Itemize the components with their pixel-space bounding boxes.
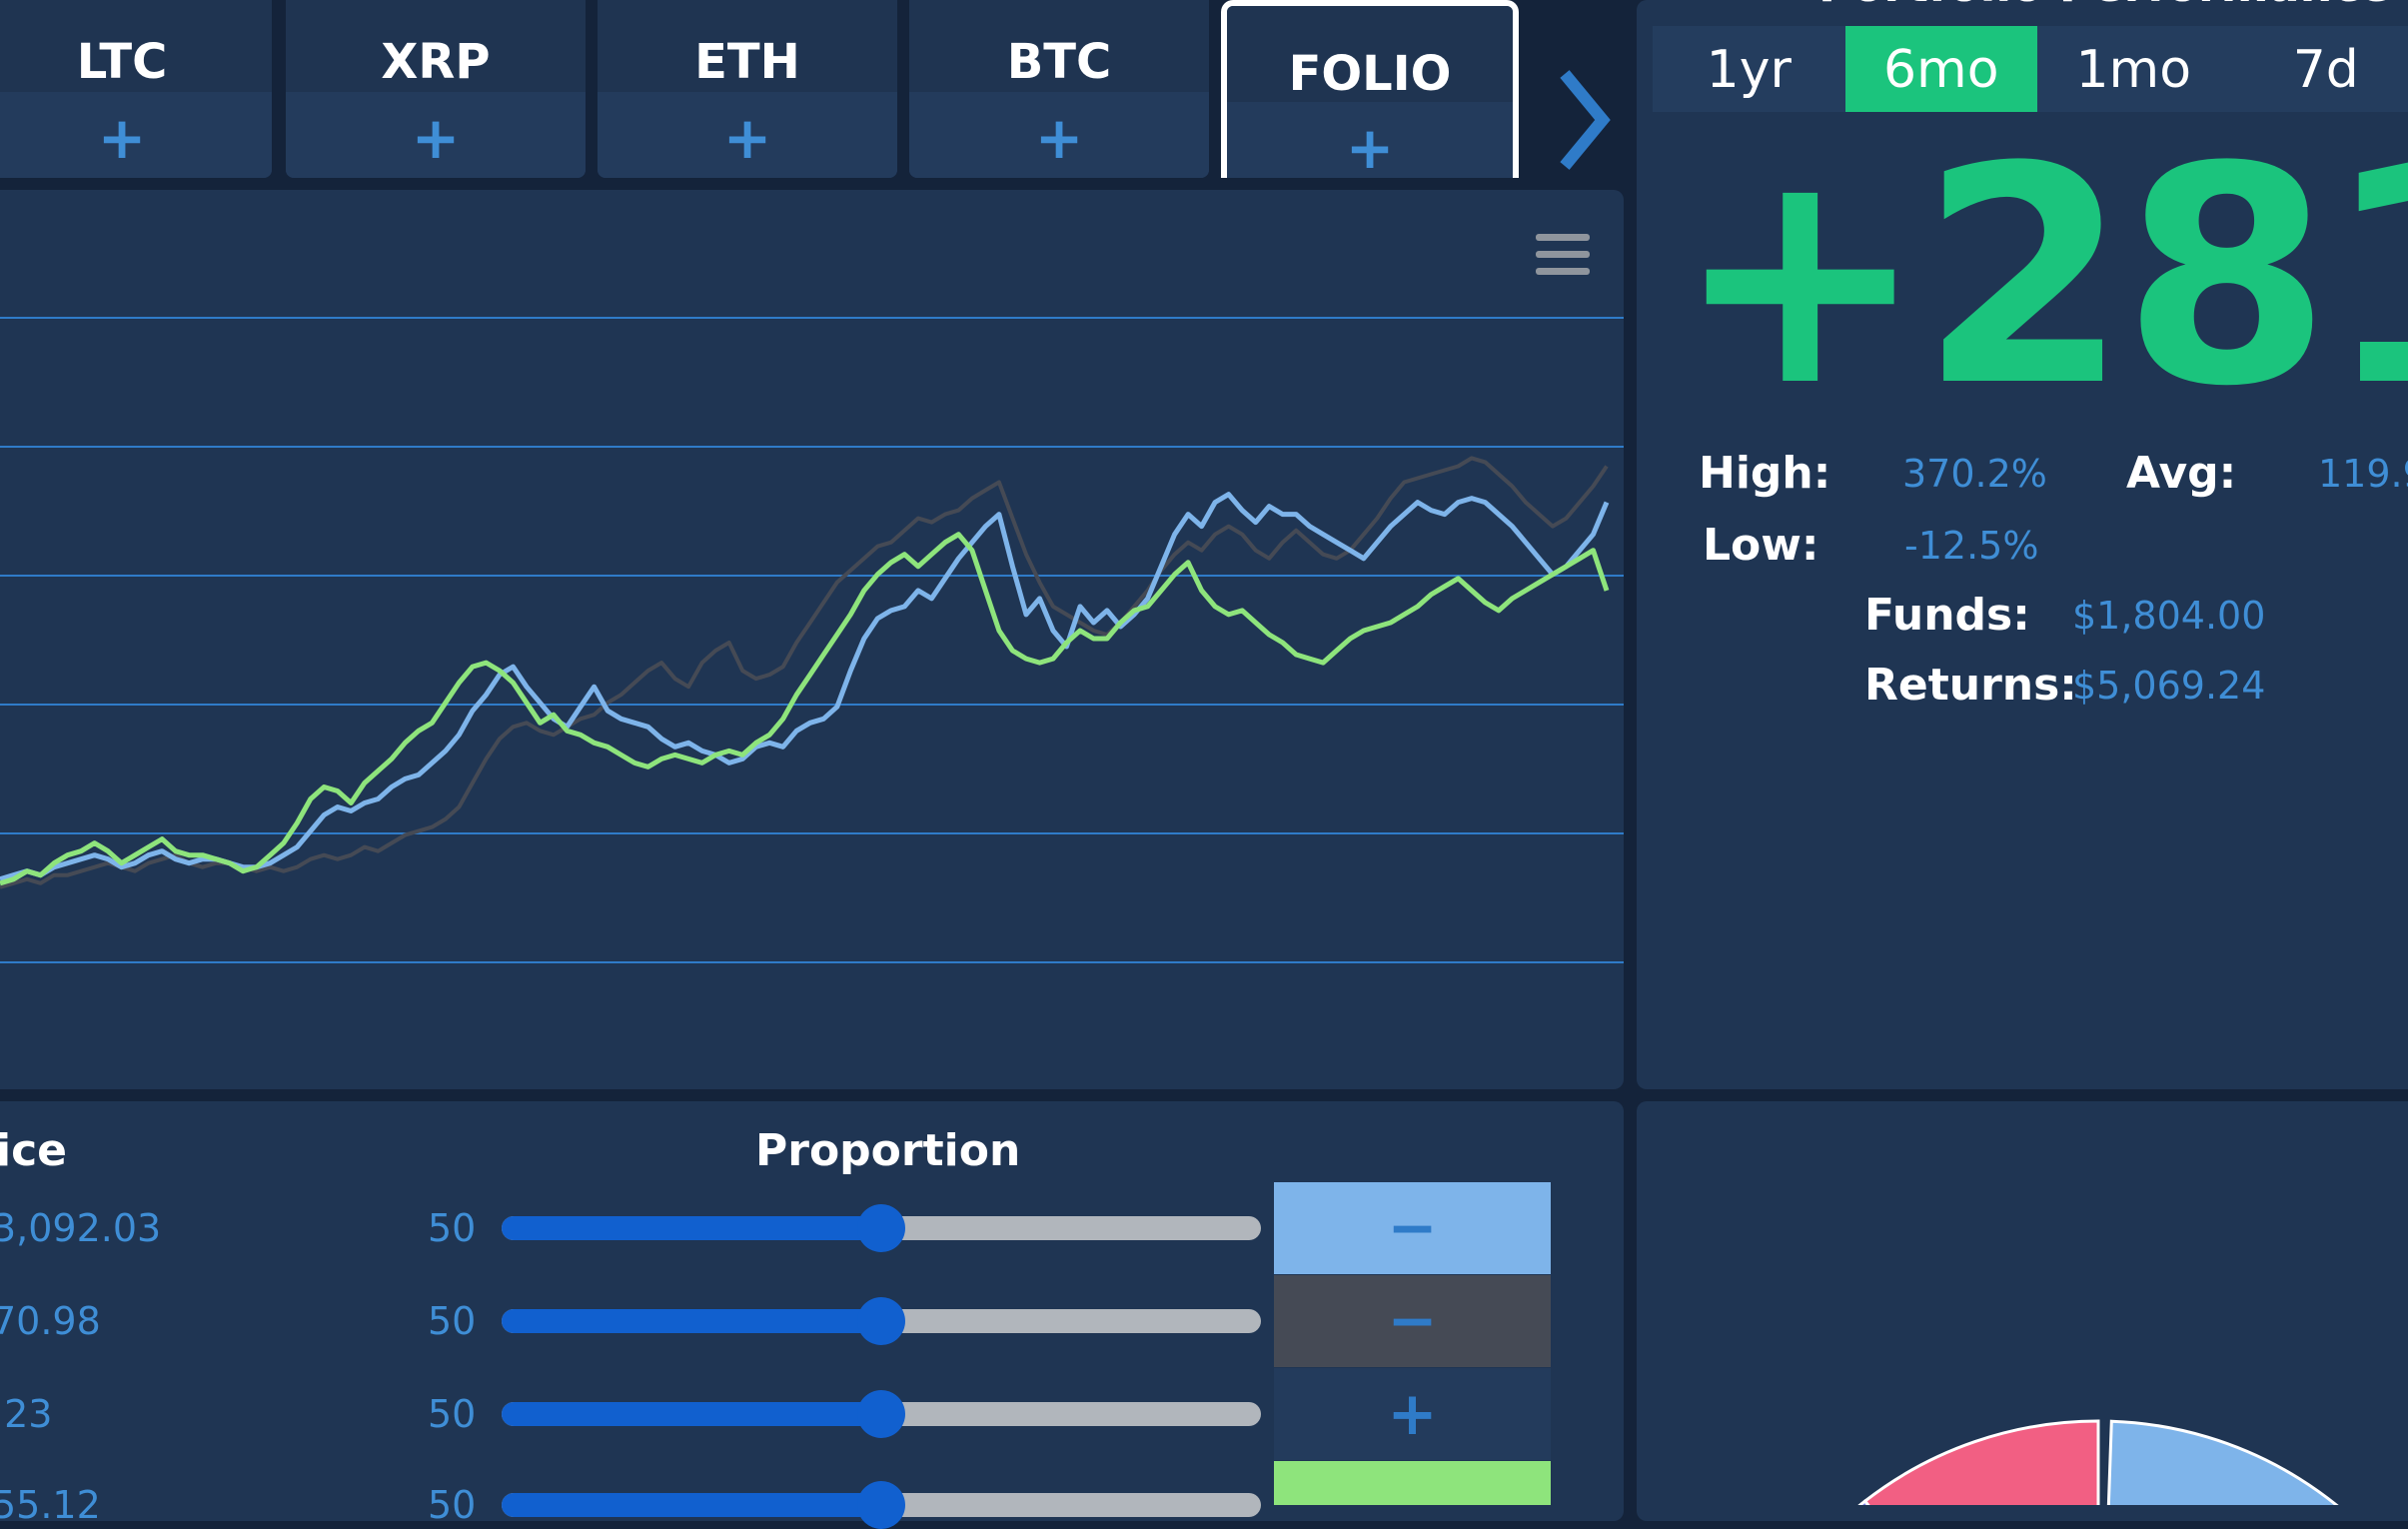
row-2-proportion-value: 50 (428, 1299, 476, 1343)
row-4-proportion-value: 50 (428, 1483, 476, 1527)
price-column-header: ice (0, 1125, 67, 1176)
pie-slice-1[interactable] (2098, 1421, 2408, 1505)
row-4-proportion-slider[interactable] (502, 1493, 1261, 1517)
allocation-pie-chart (1637, 1101, 2408, 1505)
row-4-slider-fill (502, 1493, 881, 1517)
range-1mo-button[interactable]: 1mo (2037, 26, 2230, 112)
returns-label: Returns: (1864, 660, 2077, 711)
row-3-proportion-slider[interactable] (502, 1402, 1261, 1426)
high-label: High: (1699, 448, 1830, 499)
portfolio-line-chart (0, 0, 1624, 1089)
row-2-proportion-slider[interactable] (502, 1309, 1261, 1333)
series-line-hold (0, 535, 1607, 883)
range-7d-button[interactable]: 7d (2230, 26, 2408, 112)
performance-value: +281% (1675, 128, 2408, 428)
performance-title: Portfolio Performance (1818, 0, 2391, 12)
range-selector: 1yr 6mo 1mo 7d (1653, 26, 2408, 112)
row-1-remove-button[interactable]: − (1274, 1182, 1551, 1274)
pie-slice-2[interactable] (1865, 1421, 2098, 1505)
avg-label: Avg: (2126, 448, 2236, 499)
funds-label: Funds: (1864, 590, 2030, 641)
row-2-remove-button[interactable]: − (1274, 1275, 1551, 1367)
row-1-slider-fill (502, 1216, 881, 1240)
chart-series (0, 458, 1607, 886)
returns-value: $5,069.24 (2072, 664, 2265, 708)
low-label: Low: (1703, 520, 1819, 571)
funds-value: $1,804.00 (2072, 594, 2265, 638)
row-3-price: .23 (0, 1392, 52, 1436)
high-value: 370.2% (1902, 452, 2047, 496)
row-3-proportion-value: 50 (428, 1392, 476, 1436)
series-line-benchmark (0, 458, 1607, 886)
range-1yr-button[interactable]: 1yr (1653, 26, 1845, 112)
low-value: -12.5% (1904, 524, 2038, 568)
range-6mo-button[interactable]: 6mo (1845, 26, 2038, 112)
row-3-add-button[interactable]: + (1274, 1368, 1551, 1460)
proportion-column-header: Proportion (755, 1125, 1020, 1176)
row-1-proportion-value: 50 (428, 1206, 476, 1250)
row-2-slider-knob[interactable] (857, 1297, 905, 1345)
row-4-price: 55.12 (0, 1483, 101, 1527)
row-1-price: 3,092.03 (0, 1206, 161, 1250)
row-1-proportion-slider[interactable] (502, 1216, 1261, 1240)
row-2-price: 70.98 (0, 1299, 101, 1343)
row-3-slider-knob[interactable] (857, 1390, 905, 1438)
avg-value: 119.9 (2318, 452, 2408, 496)
row-4-slider-knob[interactable] (857, 1481, 905, 1529)
row-2-slider-fill (502, 1309, 881, 1333)
row-4-color-button[interactable] (1274, 1461, 1551, 1505)
row-3-slider-fill (502, 1402, 881, 1426)
row-1-slider-knob[interactable] (857, 1204, 905, 1252)
